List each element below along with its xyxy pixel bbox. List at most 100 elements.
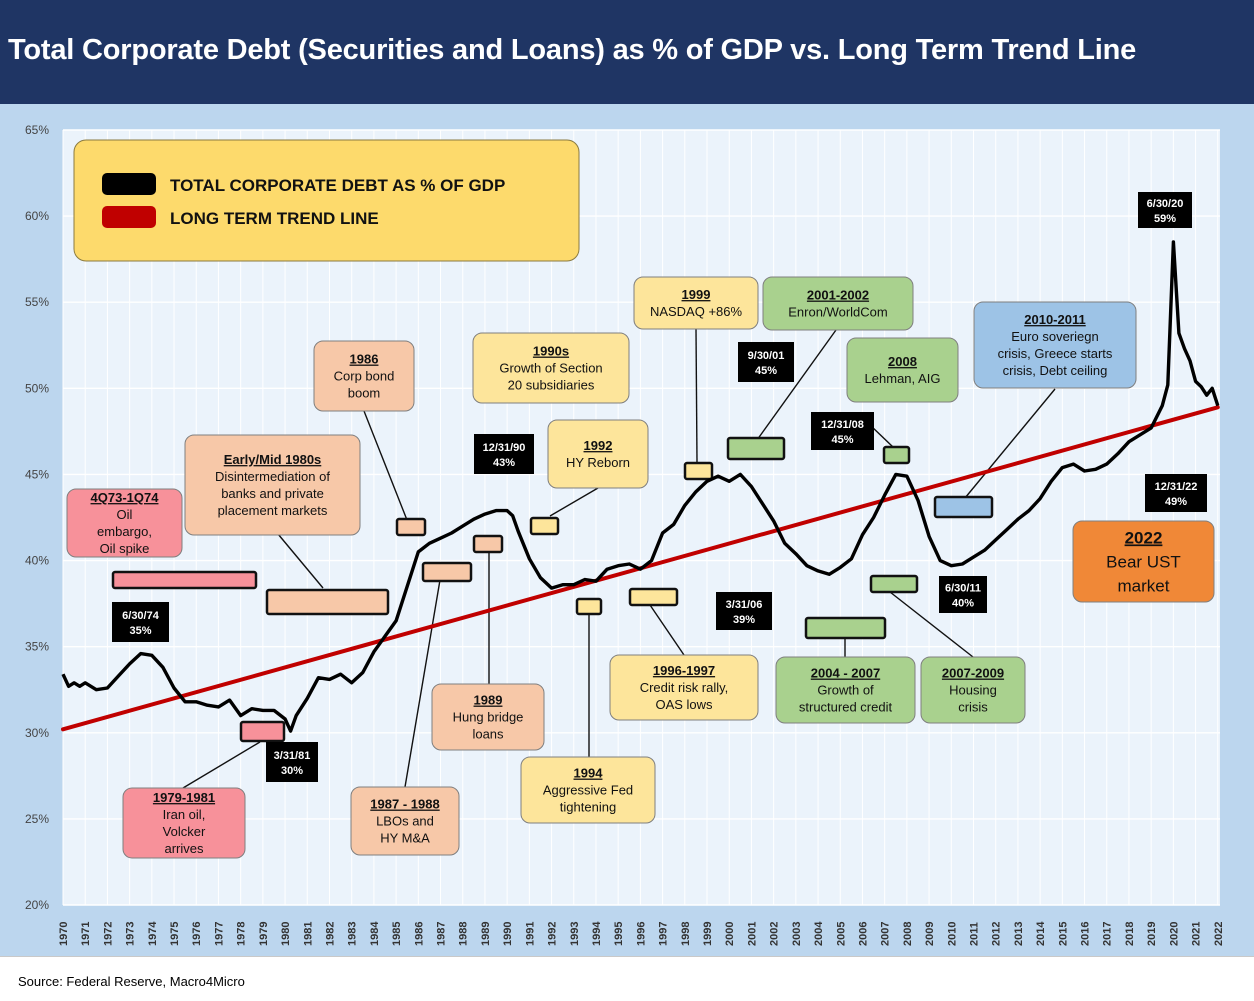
callout: 1999 NASDAQ +86% <box>633 276 759 481</box>
callout: Early/Mid 1980s Disintermediation of banks… <box>184 434 390 616</box>
data-label-value: 39% <box>733 614 755 626</box>
data-label: 6/30/74 35% <box>112 602 169 642</box>
y-tick-label: 30% <box>25 726 49 740</box>
callout-box <box>973 301 1137 389</box>
data-label: 12/31/22 49% <box>1145 474 1207 512</box>
callout-title: 2010-2011 <box>1024 312 1085 327</box>
callout-title: 1989 <box>474 693 503 708</box>
x-tick-label: 2018 <box>1124 922 1136 946</box>
source-note: Source: Federal Reserve, Macro4Micro <box>18 974 245 989</box>
callout-bracket <box>933 495 994 519</box>
callout-title: 4Q73-1Q74 <box>91 490 160 505</box>
callout-box <box>350 786 460 856</box>
x-tick-label: 2006 <box>857 922 869 946</box>
callout-title: 2004 - 2007 <box>811 666 880 681</box>
callout-text: crisis, Debt ceiling <box>1003 363 1108 378</box>
callout: 2001-2002 Enron/WorldCom <box>726 276 914 461</box>
callout-title: 2022 <box>1125 528 1163 547</box>
data-label: 12/31/08 45% <box>811 412 874 450</box>
data-label-box <box>266 742 318 782</box>
legend-swatch-debt <box>102 173 156 195</box>
x-axis: 1970 1971 1972 1973 1974 1975 1976 1977 1978 1979… <box>58 921 1225 946</box>
callout-text: OAS lows <box>655 697 713 712</box>
callout-text: Volcker <box>163 824 206 839</box>
callout-bracket <box>869 574 919 594</box>
callout: 1994 Aggressive Fed tightening <box>520 597 656 824</box>
x-tick-label: 2008 <box>902 922 914 946</box>
callout-title: 1990s <box>533 344 569 359</box>
x-tick-label: 1976 <box>191 922 203 946</box>
data-label-box <box>1145 474 1207 512</box>
debt-line <box>61 240 1220 733</box>
x-tick-label: 2003 <box>791 922 803 946</box>
callout: 2008 Lehman, AIG <box>846 337 959 465</box>
x-tick-label: 2016 <box>1080 922 1092 946</box>
data-label-value: 30% <box>281 765 303 777</box>
callout-text: Bear UST <box>1106 552 1181 571</box>
x-tick-label: 1971 <box>80 922 92 946</box>
data-label: 3/31/06 39% <box>716 592 772 630</box>
x-tick-label: 2002 <box>769 922 781 946</box>
callout-bracket <box>529 516 560 536</box>
data-label-date: 9/30/01 <box>748 350 785 362</box>
callout-text: 20 subsidiaries <box>508 378 595 393</box>
callout-box <box>66 488 183 558</box>
callout-layer: 4Q73-1Q74 Oil embargo, Oil spike Early/Mid 1… <box>66 276 1215 859</box>
callout-bracket <box>239 720 286 743</box>
data-label-box <box>811 412 874 450</box>
callout: 2010-2011 Euro soveriegn crisis, Greece st… <box>933 301 1137 519</box>
x-tick-label: 1992 <box>547 922 559 946</box>
x-tick-label: 1994 <box>591 921 603 946</box>
callout-box <box>762 276 914 331</box>
x-tick-label: 2014 <box>1035 921 1047 946</box>
header-bar: Total Corporate Debt (Securities and Loa… <box>0 0 1254 104</box>
callout-title: Early/Mid 1980s <box>224 452 322 467</box>
callout-title: 1986 <box>350 352 379 367</box>
x-tick-label: 1989 <box>480 922 492 946</box>
legend: TOTAL CORPORATE DEBT AS % OF GDP LONG TE… <box>73 139 580 262</box>
callout-text: tightening <box>560 800 616 815</box>
callout-bracket <box>575 597 603 616</box>
callout: 1992 HY Reborn <box>529 419 649 536</box>
x-tick-label: 2017 <box>1102 922 1114 946</box>
callout-text: embargo, <box>97 524 152 539</box>
x-tick-label: 1983 <box>347 922 359 946</box>
x-tick-label: 1998 <box>680 922 692 946</box>
callout-title: 1994 <box>574 766 604 781</box>
callout-box <box>846 337 959 403</box>
data-label-date: 6/30/20 <box>1147 198 1184 210</box>
callout-bracket <box>726 436 786 461</box>
data-label-value: 40% <box>952 598 974 610</box>
x-tick-label: 1970 <box>58 922 70 946</box>
callout-connector <box>549 487 599 517</box>
x-tick-label: 1984 <box>369 921 381 946</box>
x-tick-label: 2019 <box>1146 922 1158 946</box>
x-tick-label: 1988 <box>458 922 470 946</box>
x-tick-label: 2011 <box>968 922 980 946</box>
callout-text: Housing <box>949 683 997 698</box>
callout-title: 2007-2009 <box>942 666 1004 681</box>
callout: 2007-2009 Housing crisis <box>869 574 1026 724</box>
x-tick-label: 2022 <box>1213 922 1225 946</box>
callout-text: Hung bridge <box>453 710 524 725</box>
data-label-box <box>738 342 794 382</box>
y-tick-label: 40% <box>25 554 49 568</box>
x-tick-label: 1991 <box>524 922 536 946</box>
y-tick-label: 55% <box>25 295 49 309</box>
callout-text: Oil <box>117 507 133 522</box>
callout: 1996-1997 Credit risk rally, OAS lows <box>609 587 759 721</box>
callout: 1987 - 1988 LBOs and HY M&A <box>350 561 473 856</box>
x-tick-label: 2012 <box>991 922 1003 946</box>
data-label-date: 6/30/11 <box>945 583 981 595</box>
callout-text: Iran oil, <box>163 807 206 822</box>
callout-text: LBOs and <box>376 814 434 829</box>
data-label-date: 3/31/06 <box>726 599 763 611</box>
callout-box <box>1072 520 1215 603</box>
x-tick-label: 1996 <box>635 922 647 946</box>
y-axis: 20% 25% 30% 35% 40% 45% 50% 55% 60% 65% <box>25 123 49 912</box>
legend-box <box>73 139 580 262</box>
data-label-value: 45% <box>755 365 777 377</box>
data-label-date: 12/31/22 <box>1155 481 1198 493</box>
x-tick-label: 1975 <box>169 922 181 946</box>
data-label-date: 12/31/90 <box>483 442 526 454</box>
